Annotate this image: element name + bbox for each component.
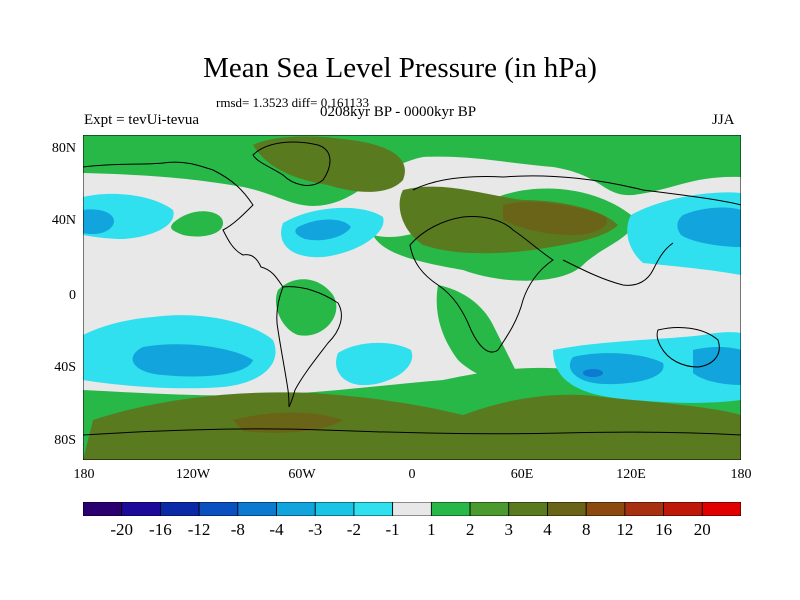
negative-anomaly-3 [83,207,741,385]
colorbar-label: -16 [149,520,172,539]
coastlines [83,141,741,436]
colorbar-swatch [392,502,432,516]
lat-label-0: 0 [69,288,76,303]
lon-label-120e: 120E [616,467,646,482]
colorbar-label: -20 [110,520,134,539]
colorbar-swatch [547,502,587,516]
colorbar-label: 20 [693,520,711,539]
colorbar-swatch [198,502,239,516]
colorbar-swatch [508,502,548,516]
colorbar-label: 12 [616,520,634,539]
lon-label-60e: 60E [510,467,534,482]
lat-label-80n: 80N [51,141,76,156]
colorbar-label: -4 [269,520,284,539]
colorbar-swatch [624,502,664,516]
colorbar-label: 1 [427,520,436,539]
colorbar-swatch [121,502,161,516]
colorbar-label: 8 [581,520,591,539]
colorbar-swatch [276,502,316,516]
lon-label-120w: 120W [175,467,211,482]
lat-label-40s: 40S [54,360,76,375]
colorbar-swatch [160,502,200,516]
colorbar-label: 4 [543,520,552,539]
colorbar-label: 2 [465,520,475,539]
lat-label-80s: 80S [54,433,76,448]
experiment-label: Expt = tevUi-tevua [84,112,200,128]
map-title: Mean Sea Level Pressure (in hPa) [203,52,597,84]
colorbar-label: -3 [308,520,323,539]
positive-anomaly-4 [83,136,741,460]
lon-label-180e: 180 [730,467,752,482]
period-label: 0208kyr BP - 0000kyr BP [320,104,477,120]
lon-label-180w: 180 [73,467,95,482]
season-label: JJA [712,112,735,128]
positive-anomaly-8 [233,201,607,433]
lon-label-0: 0 [408,467,416,482]
colorbar-label: -1 [385,520,400,539]
colorbar-label: -8 [230,520,245,539]
colorbar-label: -2 [346,520,361,539]
colorbar-swatch [353,502,394,516]
pressure-map [83,135,741,460]
stats-text: rmsd= 1.3523 diff= 0.161133 [216,95,369,110]
colorbar-swatch [430,502,471,516]
colorbar-label: 3 [504,520,514,539]
colorbar-swatch [585,502,626,516]
colorbar-swatch [83,502,123,516]
colorbar-label: 16 [655,520,673,539]
colorbar-swatch [701,502,741,516]
lon-label-60w: 60W [288,467,316,482]
colorbar [83,502,741,516]
colorbar-swatch [237,502,277,516]
colorbar-swatch [469,502,510,516]
colorbar-label: -12 [187,520,211,539]
colorbar-swatch [314,502,355,516]
lat-label-40n: 40N [51,213,76,228]
colorbar-swatch [663,502,703,516]
negative-anomaly-4 [583,369,603,377]
